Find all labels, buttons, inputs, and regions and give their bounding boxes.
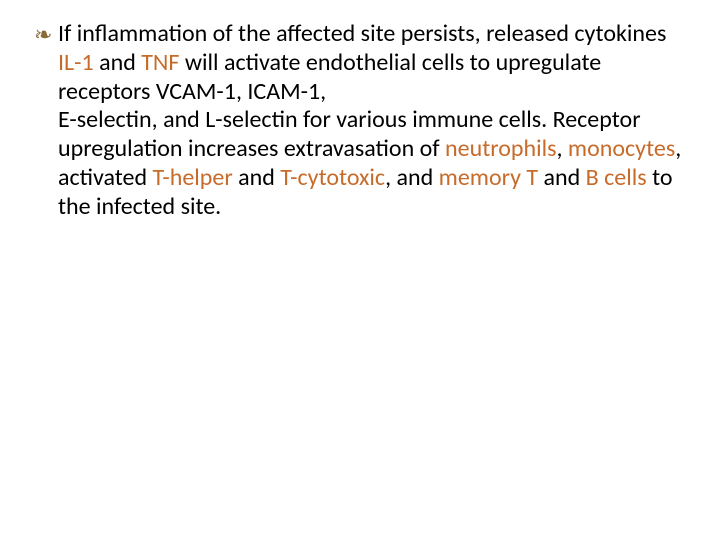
body-text-block: ❧ If inflammation of the affected site p… (34, 20, 686, 222)
text-run: , and (385, 163, 439, 192)
slide: ❧ If inflammation of the affected site p… (0, 0, 720, 540)
text-run: and (538, 163, 586, 192)
text-run: neutrophils (445, 134, 556, 163)
text-run: IL-1 (58, 48, 94, 77)
body-paragraph: If inflammation of the affected site per… (34, 20, 686, 222)
text-run: monocytes (568, 134, 675, 163)
text-run: , (557, 134, 568, 163)
text-run: and (233, 163, 281, 192)
text-run: B cells (586, 163, 647, 192)
text-run: If inflammation of the affected site per… (58, 19, 666, 48)
bullet-icon: ❧ (34, 22, 52, 48)
text-run: memory T (439, 163, 538, 192)
text-run: T-helper (153, 163, 233, 192)
text-run: T-cytotoxic (280, 163, 385, 192)
text-run: and (94, 48, 142, 77)
text-run: TNF (141, 48, 179, 77)
